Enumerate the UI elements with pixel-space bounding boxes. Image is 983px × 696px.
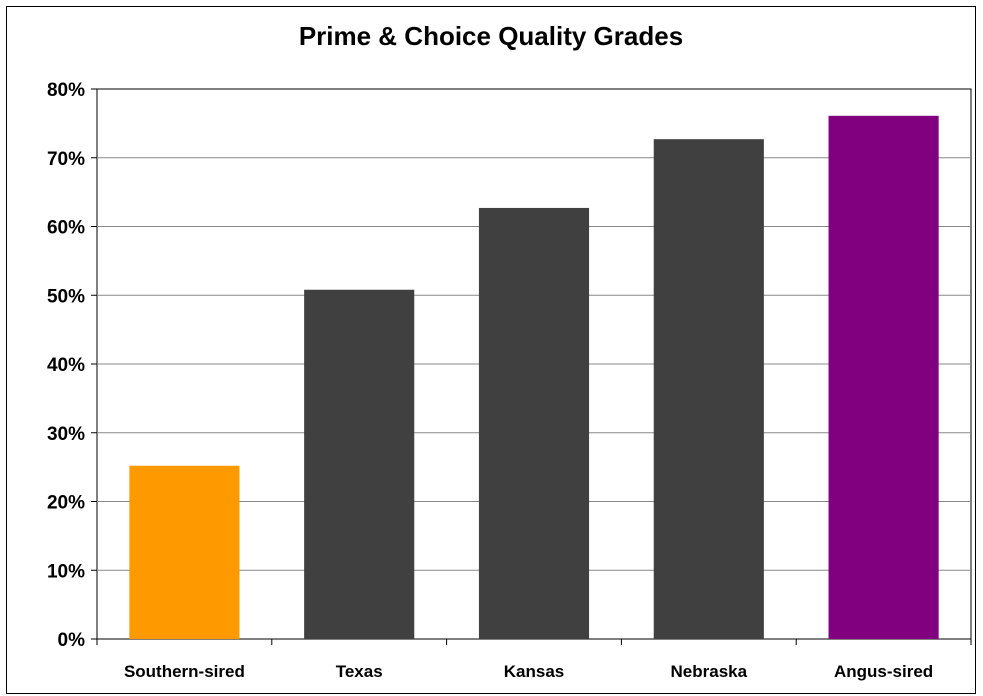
y-tick-label: 20% — [47, 493, 85, 514]
y-tick-label: 80% — [47, 80, 85, 101]
y-tick-label: 30% — [47, 424, 85, 445]
x-category-label: Nebraska — [671, 662, 748, 681]
bar-kansas — [478, 207, 590, 639]
x-category-label: Kansas — [504, 662, 564, 681]
bar-texas — [304, 289, 415, 639]
y-tick-label: 50% — [47, 286, 85, 307]
axes: 0% 10% 20% 30% 40% 50% 60% 70% 80% Southern-sired… — [47, 80, 972, 681]
y-tick-label: 40% — [47, 355, 85, 376]
x-category-label: Southern-sired — [124, 662, 245, 681]
x-category-label: Angus-sired — [834, 662, 933, 681]
bars — [129, 115, 939, 639]
bar-southern-sired — [129, 465, 240, 639]
bar-nebraska — [653, 139, 764, 639]
chart-frame: Prime & Choice Quality Grades 0% 10% 20% 30… — [6, 6, 976, 694]
y-tick-label: 60% — [47, 218, 85, 239]
y-tick-label: 0% — [58, 630, 86, 651]
x-category-label: Texas — [336, 662, 383, 681]
bar-chart: 0% 10% 20% 30% 40% 50% 60% 70% 80% Southern-sired… — [47, 80, 972, 681]
chart-title: Prime & Choice Quality Grades — [298, 21, 684, 51]
y-tick-label: 70% — [47, 149, 85, 170]
bar-angus-sired — [828, 115, 939, 639]
y-tick-label: 10% — [47, 561, 85, 582]
